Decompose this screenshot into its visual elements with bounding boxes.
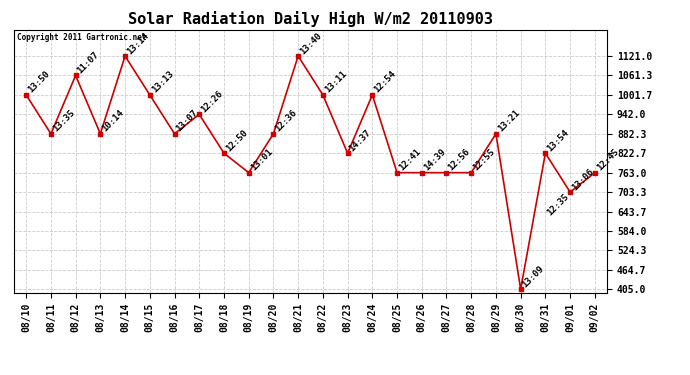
Text: 12:36: 12:36 (273, 108, 299, 134)
Text: 13:06: 13:06 (570, 167, 595, 192)
Text: 13:09: 13:09 (521, 264, 546, 289)
Text: 13:11: 13:11 (323, 69, 348, 95)
Text: 13:50: 13:50 (26, 69, 52, 95)
Text: 13:40: 13:40 (298, 31, 324, 56)
Text: 13:14: 13:14 (125, 31, 150, 56)
Text: 13:13: 13:13 (150, 69, 175, 95)
Text: 12:35: 12:35 (544, 192, 570, 217)
Text: 12:45: 12:45 (595, 147, 620, 172)
Text: 12:55: 12:55 (471, 147, 497, 172)
Text: 13:01: 13:01 (248, 147, 274, 172)
Text: 12:56: 12:56 (446, 147, 472, 172)
Text: 13:07: 13:07 (175, 108, 200, 134)
Text: 12:50: 12:50 (224, 128, 249, 153)
Text: 10:14: 10:14 (100, 108, 126, 134)
Text: 12:26: 12:26 (199, 89, 225, 114)
Title: Solar Radiation Daily High W/m2 20110903: Solar Radiation Daily High W/m2 20110903 (128, 12, 493, 27)
Text: 14:37: 14:37 (348, 128, 373, 153)
Text: 13:35: 13:35 (51, 108, 77, 134)
Text: 12:41: 12:41 (397, 147, 422, 172)
Text: 11:07: 11:07 (76, 50, 101, 75)
Text: 13:21: 13:21 (496, 108, 522, 134)
Text: 12:54: 12:54 (373, 69, 397, 95)
Text: 13:54: 13:54 (545, 128, 571, 153)
Text: Copyright 2011 Gartronic.net: Copyright 2011 Gartronic.net (17, 33, 146, 42)
Text: 14:39: 14:39 (422, 147, 447, 172)
